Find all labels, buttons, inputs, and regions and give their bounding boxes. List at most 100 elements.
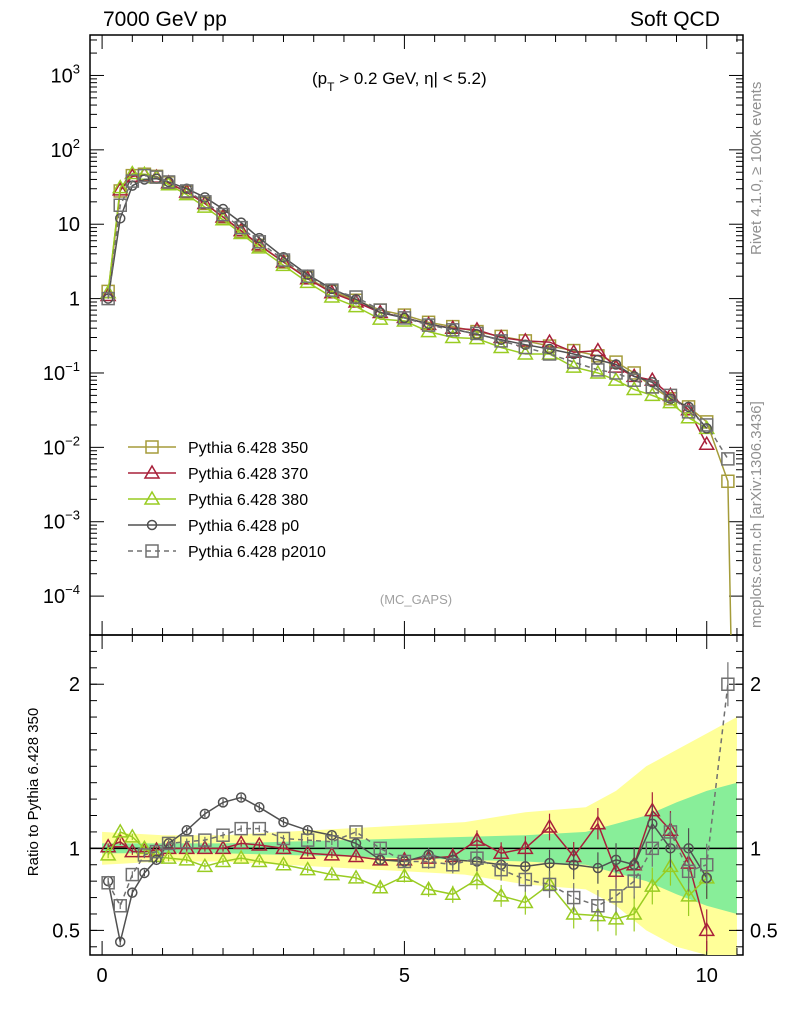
ratio-data-point (323, 846, 341, 861)
main-data-point (645, 380, 660, 394)
header-left-title: 7000 GeV pp (103, 8, 227, 31)
ratio-data-point (517, 839, 534, 855)
legend-entry-label: Pythia 6.428 380 (188, 492, 308, 509)
main-data-point (198, 195, 212, 209)
main-series-group (99, 165, 735, 636)
ratio-data-point (566, 890, 581, 905)
main-ytick-label: 10−2 (43, 433, 80, 459)
ratio-data-point (216, 828, 230, 842)
ratio-data-point (721, 677, 735, 691)
ratio-data-point (252, 821, 267, 836)
main-data-point (214, 208, 232, 223)
main-data-point (609, 366, 623, 380)
main-ytick-label-base: 10 (43, 437, 65, 459)
ratio-data-point (234, 821, 248, 836)
legend-marker (145, 440, 159, 454)
plot-title-open: (p (312, 69, 327, 88)
ratio-data-point (421, 854, 436, 869)
ratio-data-point (111, 833, 129, 848)
ratio-data-point (232, 849, 250, 864)
ratio-data-point (179, 835, 194, 849)
main-ytick-label: 10−3 (43, 508, 80, 534)
ratio-series-3 (101, 662, 735, 922)
ratio-data-point (517, 893, 534, 909)
ratio-data-point (181, 825, 192, 836)
main-data-point (214, 211, 232, 226)
ratio-data-point (217, 797, 229, 808)
main-data-point (662, 386, 679, 402)
ratio-data-point (127, 887, 138, 898)
ratio-data-point (494, 862, 508, 877)
main-data-point (300, 269, 315, 283)
ratio-data-point (300, 833, 315, 847)
main-data-point (397, 311, 412, 325)
ratio-ytick-label-right: 1 (750, 838, 761, 860)
ratio-data-point (151, 854, 162, 866)
ratio-data-point (199, 808, 211, 820)
main-data-point (252, 235, 267, 249)
ratio-data-point (275, 839, 292, 855)
ratio-ytick-label-right: 2 (750, 674, 761, 696)
legend-entry-label: Pythia 6.428 370 (188, 466, 308, 483)
ratio-data-point (299, 861, 316, 876)
main-data-point (470, 326, 484, 341)
ratio-data-point (275, 856, 292, 871)
ratio-data-point (420, 880, 437, 896)
ratio-series-group (99, 662, 735, 952)
main-data-point (179, 184, 194, 198)
main-data-point (566, 355, 581, 369)
main-data-point (565, 358, 583, 373)
watermark-label: (MC_GAPS) (380, 592, 452, 607)
main-data-point (114, 213, 126, 224)
main-data-point (421, 318, 436, 332)
ratio-band-yellow (102, 717, 737, 955)
main-series-4 (101, 168, 735, 466)
main-data-point (163, 176, 174, 188)
ratio-xtick-label: 0 (97, 965, 108, 987)
main-data-point (101, 291, 115, 306)
main-data-point (627, 373, 641, 387)
ratio-data-point (645, 841, 660, 856)
ratio-data-point (541, 818, 558, 833)
main-data-point (568, 348, 579, 360)
ratio-data-point (607, 910, 625, 925)
ratio-data-point (114, 936, 126, 948)
main-data-point (124, 165, 141, 180)
ratio-data-point (214, 852, 232, 868)
main-data-point (371, 310, 389, 325)
main-ytick-label-base: 10 (43, 363, 65, 385)
ratio-data-point (254, 802, 265, 813)
ratio-data-point (397, 854, 412, 869)
main-data-point (276, 253, 291, 267)
main-data-point (610, 359, 622, 370)
ratio-data-point (196, 839, 214, 855)
ratio-xtick-label: 5 (399, 965, 410, 987)
main-data-point (665, 393, 676, 405)
ratio-data-point (609, 889, 623, 903)
main-data-point (628, 371, 640, 382)
legend-entry-label: Pythia 6.428 350 (188, 440, 308, 457)
main-data-point (446, 323, 460, 337)
main-series-line (107, 174, 729, 460)
ratio-data-point (591, 899, 605, 913)
main-data-point (721, 452, 735, 466)
legend-entry-label: Pythia 6.428 p0 (188, 518, 299, 535)
ratio-data-point (589, 815, 607, 830)
main-data-point (374, 307, 386, 318)
ratio-data-point (374, 854, 386, 866)
main-ytick-label-exp: −4 (65, 582, 80, 597)
mcplots-label: mcplots.cern.ch [arXiv:1306.3436] (748, 401, 765, 628)
main-ytick-label: 103 (51, 61, 80, 87)
ratio-data-point (347, 848, 365, 863)
legend-marker (146, 519, 158, 531)
main-data-point (196, 198, 214, 213)
ratio-data-point (163, 838, 174, 849)
ratio-data-point (592, 862, 604, 874)
main-data-point (373, 303, 387, 317)
ratio-data-point (113, 899, 127, 913)
main-data-point (275, 256, 292, 272)
ratio-data-point (198, 833, 212, 847)
main-data-point (494, 334, 508, 348)
main-ytick-label: 10−1 (43, 359, 80, 385)
